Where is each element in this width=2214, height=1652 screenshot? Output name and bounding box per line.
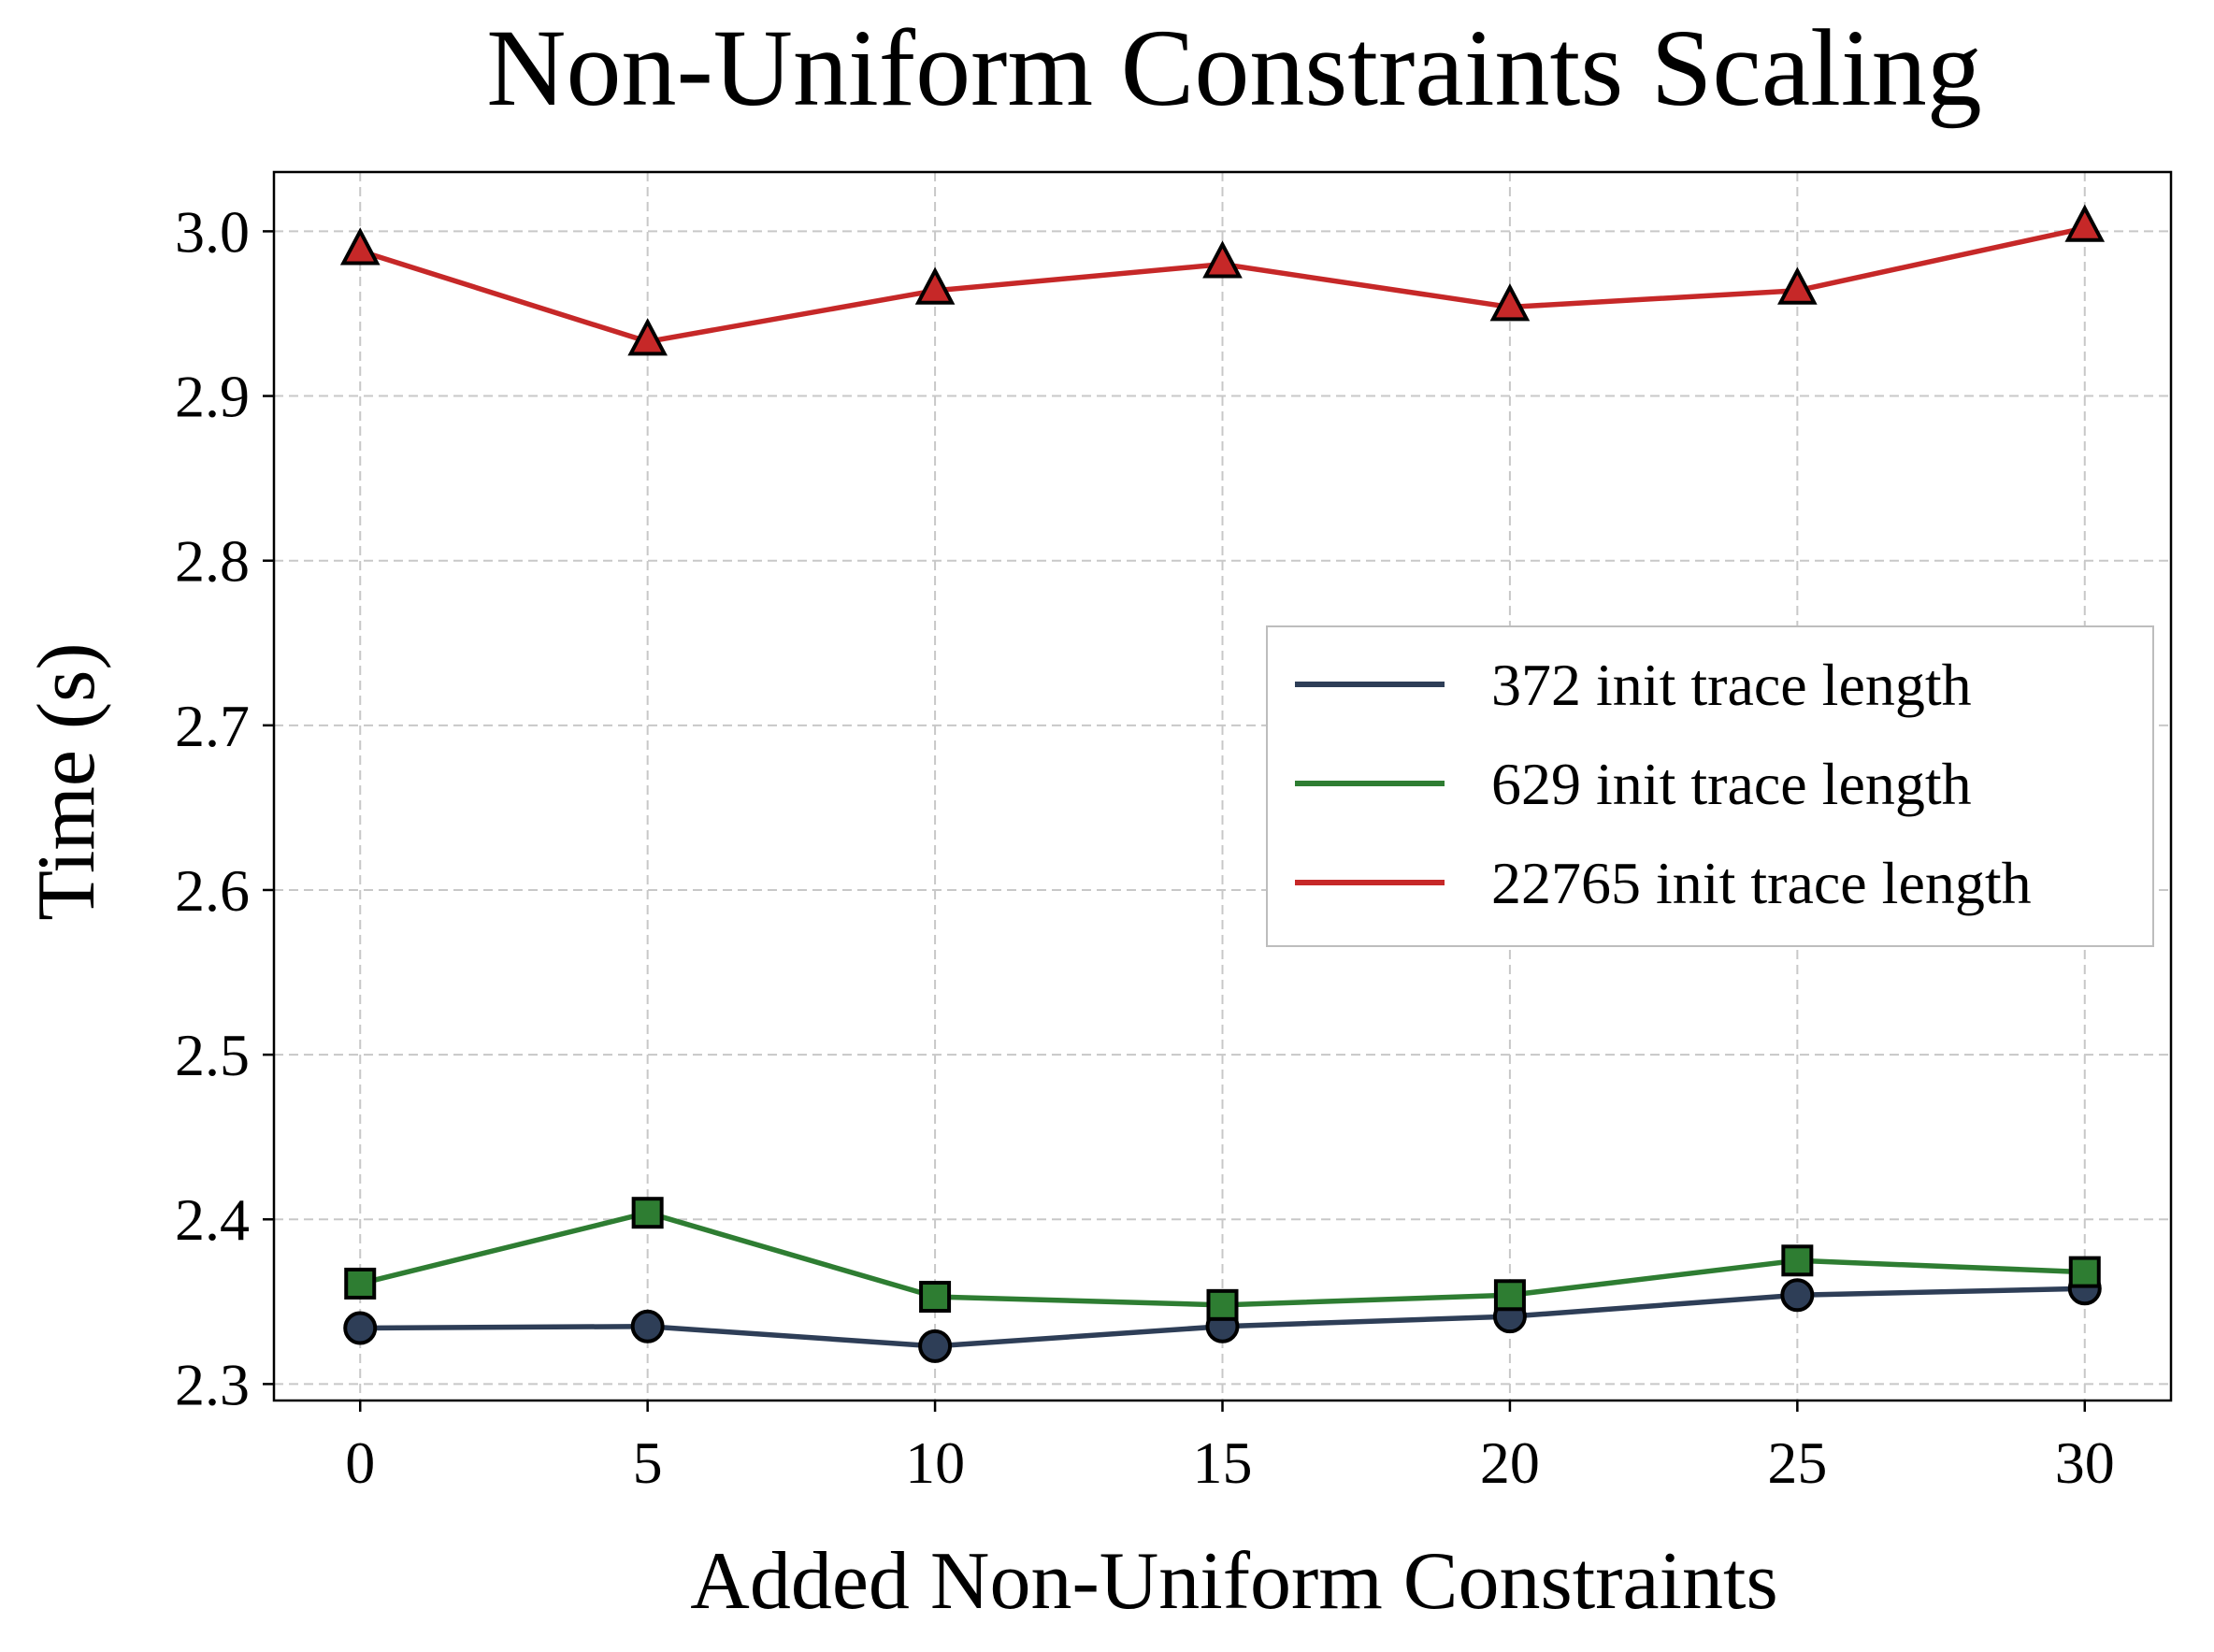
y-tick-label: 2.6 — [175, 857, 250, 924]
y-tick-label: 2.9 — [175, 364, 250, 430]
x-tick-label: 10 — [905, 1429, 965, 1496]
data-point-triangle — [1777, 266, 1818, 305]
legend-label: 372 init trace length — [1491, 652, 1972, 718]
data-point-circle — [1780, 1278, 1815, 1313]
data-point-square — [631, 1197, 664, 1229]
data-point-triangle — [2064, 204, 2106, 242]
legend-label: 629 init trace length — [1491, 751, 1972, 817]
x-axis-label: Added Non-Uniform Constraints — [690, 1536, 1777, 1627]
data-point-square — [1206, 1288, 1239, 1321]
data-point-triangle — [1202, 240, 1243, 279]
data-point-circle — [343, 1311, 378, 1345]
plot-area: 0 5 10 15 20 25 30 2.3 2.4 2.5 2.6 2.7 2.8 2.9 3.0 — [175, 170, 2173, 1496]
y-tick-label: 2.7 — [175, 693, 250, 759]
x-tick-label: 0 — [345, 1429, 375, 1496]
data-point-triangle — [627, 318, 668, 356]
y-tick-label: 2.8 — [175, 528, 250, 595]
data-point-circle — [918, 1329, 953, 1363]
data-point-square — [919, 1281, 952, 1314]
x-tick-label: 5 — [633, 1429, 663, 1496]
chart-title: Non-Uniform Constraints Scaling — [486, 7, 1981, 129]
data-point-triangle — [339, 227, 381, 266]
legend-label: 22765 init trace length — [1491, 850, 2032, 916]
y-axis-label: Time (s) — [22, 642, 112, 920]
data-point-square — [2068, 1256, 2101, 1288]
data-point-circle — [630, 1309, 665, 1343]
data-point-triangle — [914, 266, 956, 305]
legend: 372 init trace length 629 init trace leng… — [1266, 625, 2154, 947]
data-point-square — [1493, 1279, 1526, 1312]
y-tick-label: 3.0 — [175, 198, 250, 265]
y-tick-label: 2.4 — [175, 1186, 250, 1253]
x-tick-label: 30 — [2055, 1429, 2115, 1496]
y-tick-label: 2.5 — [175, 1022, 250, 1088]
data-point-square — [1781, 1244, 1814, 1277]
x-tick-label: 20 — [1480, 1429, 1540, 1496]
x-tick-label: 25 — [1767, 1429, 1827, 1496]
data-point-triangle — [1489, 283, 1531, 322]
y-tick-label: 2.3 — [175, 1351, 250, 1417]
x-tick-label: 15 — [1193, 1429, 1253, 1496]
data-point-square — [344, 1267, 377, 1300]
